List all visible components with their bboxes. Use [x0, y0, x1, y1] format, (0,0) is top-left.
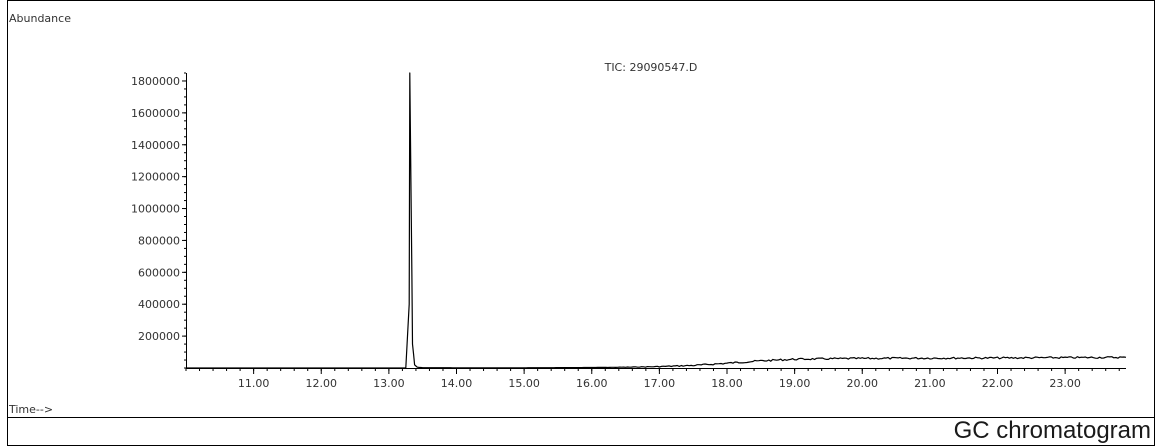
x-tick-label: 16.00: [576, 377, 608, 390]
x-tick-label: 18.00: [711, 377, 743, 390]
x-tick-label: 12.00: [306, 377, 338, 390]
y-axis-label: Abundance: [9, 12, 71, 25]
x-tick-label: 19.00: [779, 377, 811, 390]
x-tick-label: 11.00: [238, 377, 270, 390]
x-axis-label: Time-->: [8, 403, 53, 416]
x-tick-label: 20.00: [847, 377, 879, 390]
y-tick-label: 1200000: [131, 171, 180, 184]
y-tick-label: 1400000: [131, 139, 180, 152]
y-ticks: 200000 400000 600000 800000 1000000 1200000 14…: [131, 72, 186, 369]
x-tick-label: 21.00: [914, 377, 946, 390]
chart-title: TIC: 29090547.D: [604, 61, 698, 74]
y-tick-label: 800000: [138, 234, 180, 247]
x-tick-label: 23.00: [1049, 377, 1081, 390]
y-tick-label: 400000: [138, 298, 180, 311]
x-ticks: 11.00 12.00 13.00 14.00 15.00 16.00 17.00 18.00…: [185, 368, 1120, 390]
x-tick-label: 15.00: [508, 377, 540, 390]
x-tick-label: 13.00: [373, 377, 405, 390]
x-tick-label: 14.00: [441, 377, 473, 390]
tic-series-line: [186, 72, 1127, 369]
y-tick-label: 600000: [138, 266, 180, 279]
y-tick-label: 1000000: [131, 203, 180, 216]
x-tick-label: 17.00: [644, 377, 676, 390]
y-tick-label: 200000: [138, 330, 180, 343]
y-tick-label: 1600000: [131, 107, 180, 120]
y-tick-label: 1800000: [131, 75, 180, 88]
x-tick-label: 22.00: [982, 377, 1014, 390]
figure-caption: GC chromatogram: [953, 417, 1151, 444]
